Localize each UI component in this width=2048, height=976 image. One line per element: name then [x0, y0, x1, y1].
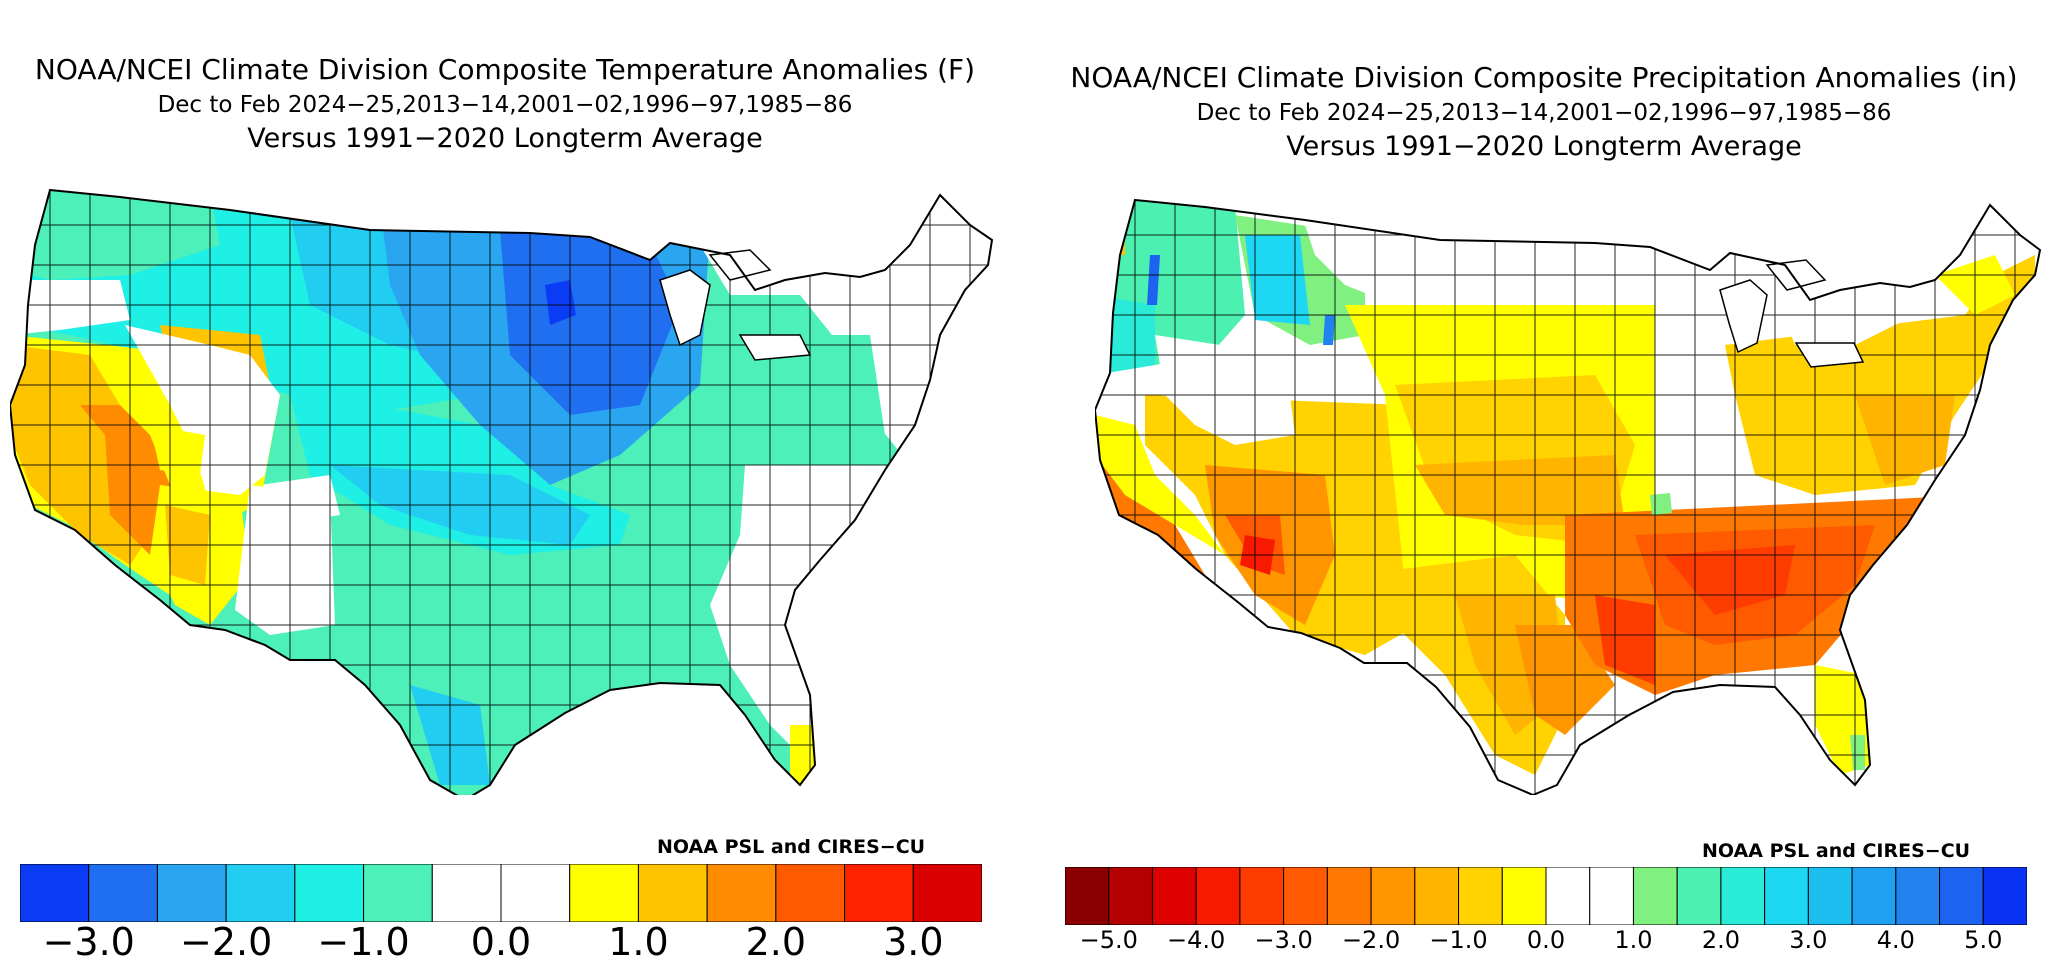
- precipitation-map-period: Dec to Feb 2024−25,2013−14,2001−02,1996−…: [1196, 100, 1892, 126]
- temperature-scale-tick-label: −2.0: [180, 920, 273, 964]
- precipitation-map-baseline: Versus 1991−2020 Longterm Average: [1286, 131, 1802, 162]
- precipitation-scale-swatch-20: [1939, 867, 1984, 925]
- precipitation-scale-swatch-7: [1370, 867, 1416, 925]
- precipitation-scale-swatch-12: [1589, 867, 1634, 925]
- temperature-scale-swatch-12: [844, 864, 914, 922]
- precipitation-scale-tick-label: 3.0: [1789, 926, 1828, 954]
- precipitation-scale-tick-label: 1.0: [1614, 926, 1653, 954]
- temperature-scale-tick-label: 1.0: [608, 920, 669, 964]
- temperature-scale-swatch-1: [88, 864, 158, 922]
- precipitation-scale-swatch-19: [1895, 867, 1941, 925]
- precipitation-scale-swatch-8: [1414, 867, 1460, 925]
- precipitation-scale-swatch-6: [1326, 867, 1372, 925]
- temperature-scale-swatch-0: [20, 864, 90, 922]
- temperature-scale-ticks: −3.0 −2.0 −1.0 0.0 1.0 2.0 3.0: [20, 920, 982, 966]
- precipitation-scale-tick-label: −1.0: [1429, 926, 1488, 954]
- precipitation-color-scale: [1065, 867, 2027, 925]
- precipitation-scale-swatch-11: [1545, 867, 1591, 925]
- precipitation-title-block: NOAA/NCEI Climate Division Composite Pre…: [1040, 60, 2048, 164]
- precipitation-anomaly-panel: NOAA/NCEI Climate Division Composite Pre…: [1040, 0, 2048, 976]
- precipitation-scale-swatch-4: [1239, 867, 1285, 925]
- temperature-scale-swatch-8: [569, 864, 639, 922]
- precipitation-scale-swatch-5: [1283, 867, 1328, 925]
- temperature-title-block: NOAA/NCEI Climate Division Composite Tem…: [0, 52, 1010, 156]
- temperature-map-baseline: Versus 1991−2020 Longterm Average: [247, 123, 763, 154]
- temperature-scale-swatch-10: [706, 864, 777, 922]
- precipitation-scale-swatch-16: [1764, 867, 1809, 925]
- temperature-scale-tick-label: −1.0: [317, 920, 410, 964]
- temperature-anomaly-map: [10, 188, 994, 795]
- precipitation-map-title: NOAA/NCEI Climate Division Composite Pre…: [1070, 61, 2018, 94]
- precipitation-scale-swatch-13: [1632, 867, 1678, 925]
- precipitation-scale-tick-label: −2.0: [1341, 926, 1401, 954]
- precipitation-scale-tick-label: 4.0: [1876, 926, 1915, 954]
- temperature-scale-swatch-4: [294, 864, 365, 922]
- temperature-scale-tick-label: 3.0: [883, 920, 944, 964]
- temperature-scale-swatch-9: [637, 864, 708, 922]
- temperature-scale-swatch-3: [225, 864, 296, 922]
- temperature-scale-swatch-5: [363, 864, 433, 922]
- temperature-scale-swatch-11: [775, 864, 846, 922]
- precipitation-scale-ticks: −5.0 −4.0 −3.0 −2.0 −1.0 0.0 1.0 2.0 3.0 4.0 5.0: [1065, 926, 2027, 960]
- precipitation-scale-swatch-17: [1807, 867, 1853, 925]
- precipitation-anomaly-map: [1095, 198, 2042, 795]
- precipitation-scale-swatch-14: [1676, 867, 1722, 925]
- temperature-scale-swatch-13: [912, 864, 982, 922]
- precipitation-map-credit: NOAA PSL and CIRES−CU: [1702, 840, 1971, 862]
- temperature-scale-tick-label: −3.0: [42, 920, 135, 964]
- precipitation-scale-swatch-9: [1458, 867, 1503, 925]
- precipitation-scale-tick-label: 0.0: [1526, 926, 1566, 954]
- precipitation-scale-swatch-3: [1195, 867, 1241, 925]
- precipitation-scale-swatch-10: [1501, 867, 1547, 925]
- temperature-anomaly-panel: NOAA/NCEI Climate Division Composite Tem…: [0, 0, 1010, 976]
- precipitation-scale-swatch-15: [1720, 867, 1766, 925]
- precipitation-scale-tick-label: −3.0: [1254, 926, 1313, 954]
- temperature-map-credit: NOAA PSL and CIRES−CU: [657, 836, 926, 858]
- precipitation-scale-tick-label: −5.0: [1079, 926, 1138, 954]
- precipitation-scale-swatch-21: [1982, 867, 2027, 925]
- precipitation-scale-swatch-2: [1151, 867, 1197, 925]
- temperature-color-scale: [20, 864, 982, 922]
- precipitation-scale-tick-label: 5.0: [1964, 926, 2003, 954]
- precipitation-scale-swatch-1: [1108, 867, 1153, 925]
- temperature-scale-tick-label: 2.0: [745, 920, 807, 964]
- temperature-scale-swatch-7: [500, 864, 571, 922]
- temperature-scale-tick-label: 0.0: [470, 920, 532, 964]
- temperature-map-period: Dec to Feb 2024−25,2013−14,2001−02,1996−…: [157, 92, 853, 118]
- precipitation-scale-tick-label: −4.0: [1167, 926, 1226, 954]
- precipitation-scale-swatch-18: [1851, 867, 1897, 925]
- precipitation-scale-swatch-0: [1065, 867, 1110, 925]
- precipitation-scale-tick-label: 2.0: [1701, 926, 1740, 954]
- temperature-map-title: NOAA/NCEI Climate Division Composite Tem…: [34, 53, 976, 86]
- temperature-scale-swatch-2: [156, 864, 227, 922]
- temperature-scale-swatch-6: [431, 864, 502, 922]
